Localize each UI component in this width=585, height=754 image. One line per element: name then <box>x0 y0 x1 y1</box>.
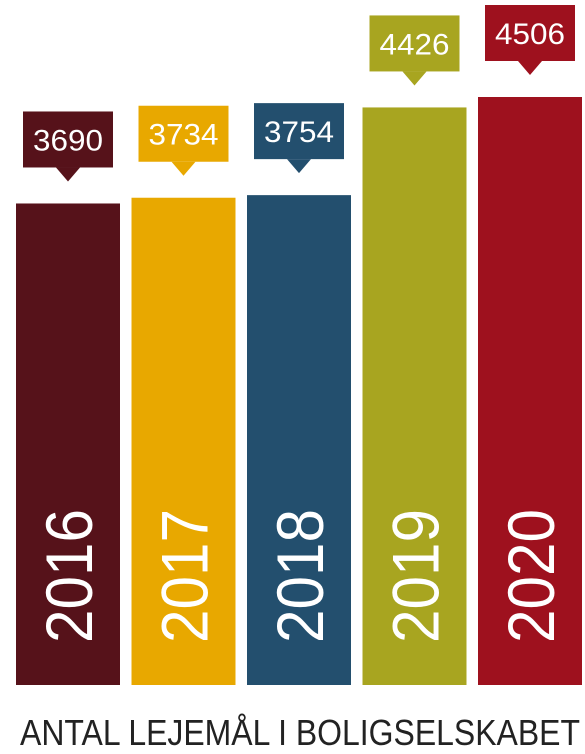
callout-pointer <box>518 61 542 75</box>
year-label: 2020 <box>494 509 568 643</box>
value-label: 4506 <box>495 18 565 51</box>
value-label: 3690 <box>33 124 103 157</box>
chart-title: ANTAL LEJEMÅL I BOLIGSELSKABET <box>20 712 580 753</box>
callout-pointer <box>171 161 196 176</box>
value-callout <box>369 15 460 72</box>
year-label: 2017 <box>148 509 222 643</box>
bar <box>362 107 467 686</box>
value-label: 4426 <box>380 28 450 61</box>
value-callout <box>23 111 113 168</box>
callout-pointer <box>56 167 80 182</box>
value-callout <box>254 103 344 160</box>
value-label: 3754 <box>264 116 334 149</box>
bar <box>478 97 582 685</box>
year-label: 2018 <box>263 509 337 643</box>
callout-pointer <box>287 159 311 174</box>
bar <box>247 195 351 685</box>
callout-pointer <box>402 71 427 86</box>
bar <box>16 203 120 685</box>
year-label: 2019 <box>379 509 453 643</box>
value-callout <box>485 5 575 61</box>
value-callout <box>138 105 229 162</box>
value-label: 3734 <box>149 119 219 152</box>
year-label: 2016 <box>32 509 106 643</box>
bar <box>131 197 236 685</box>
